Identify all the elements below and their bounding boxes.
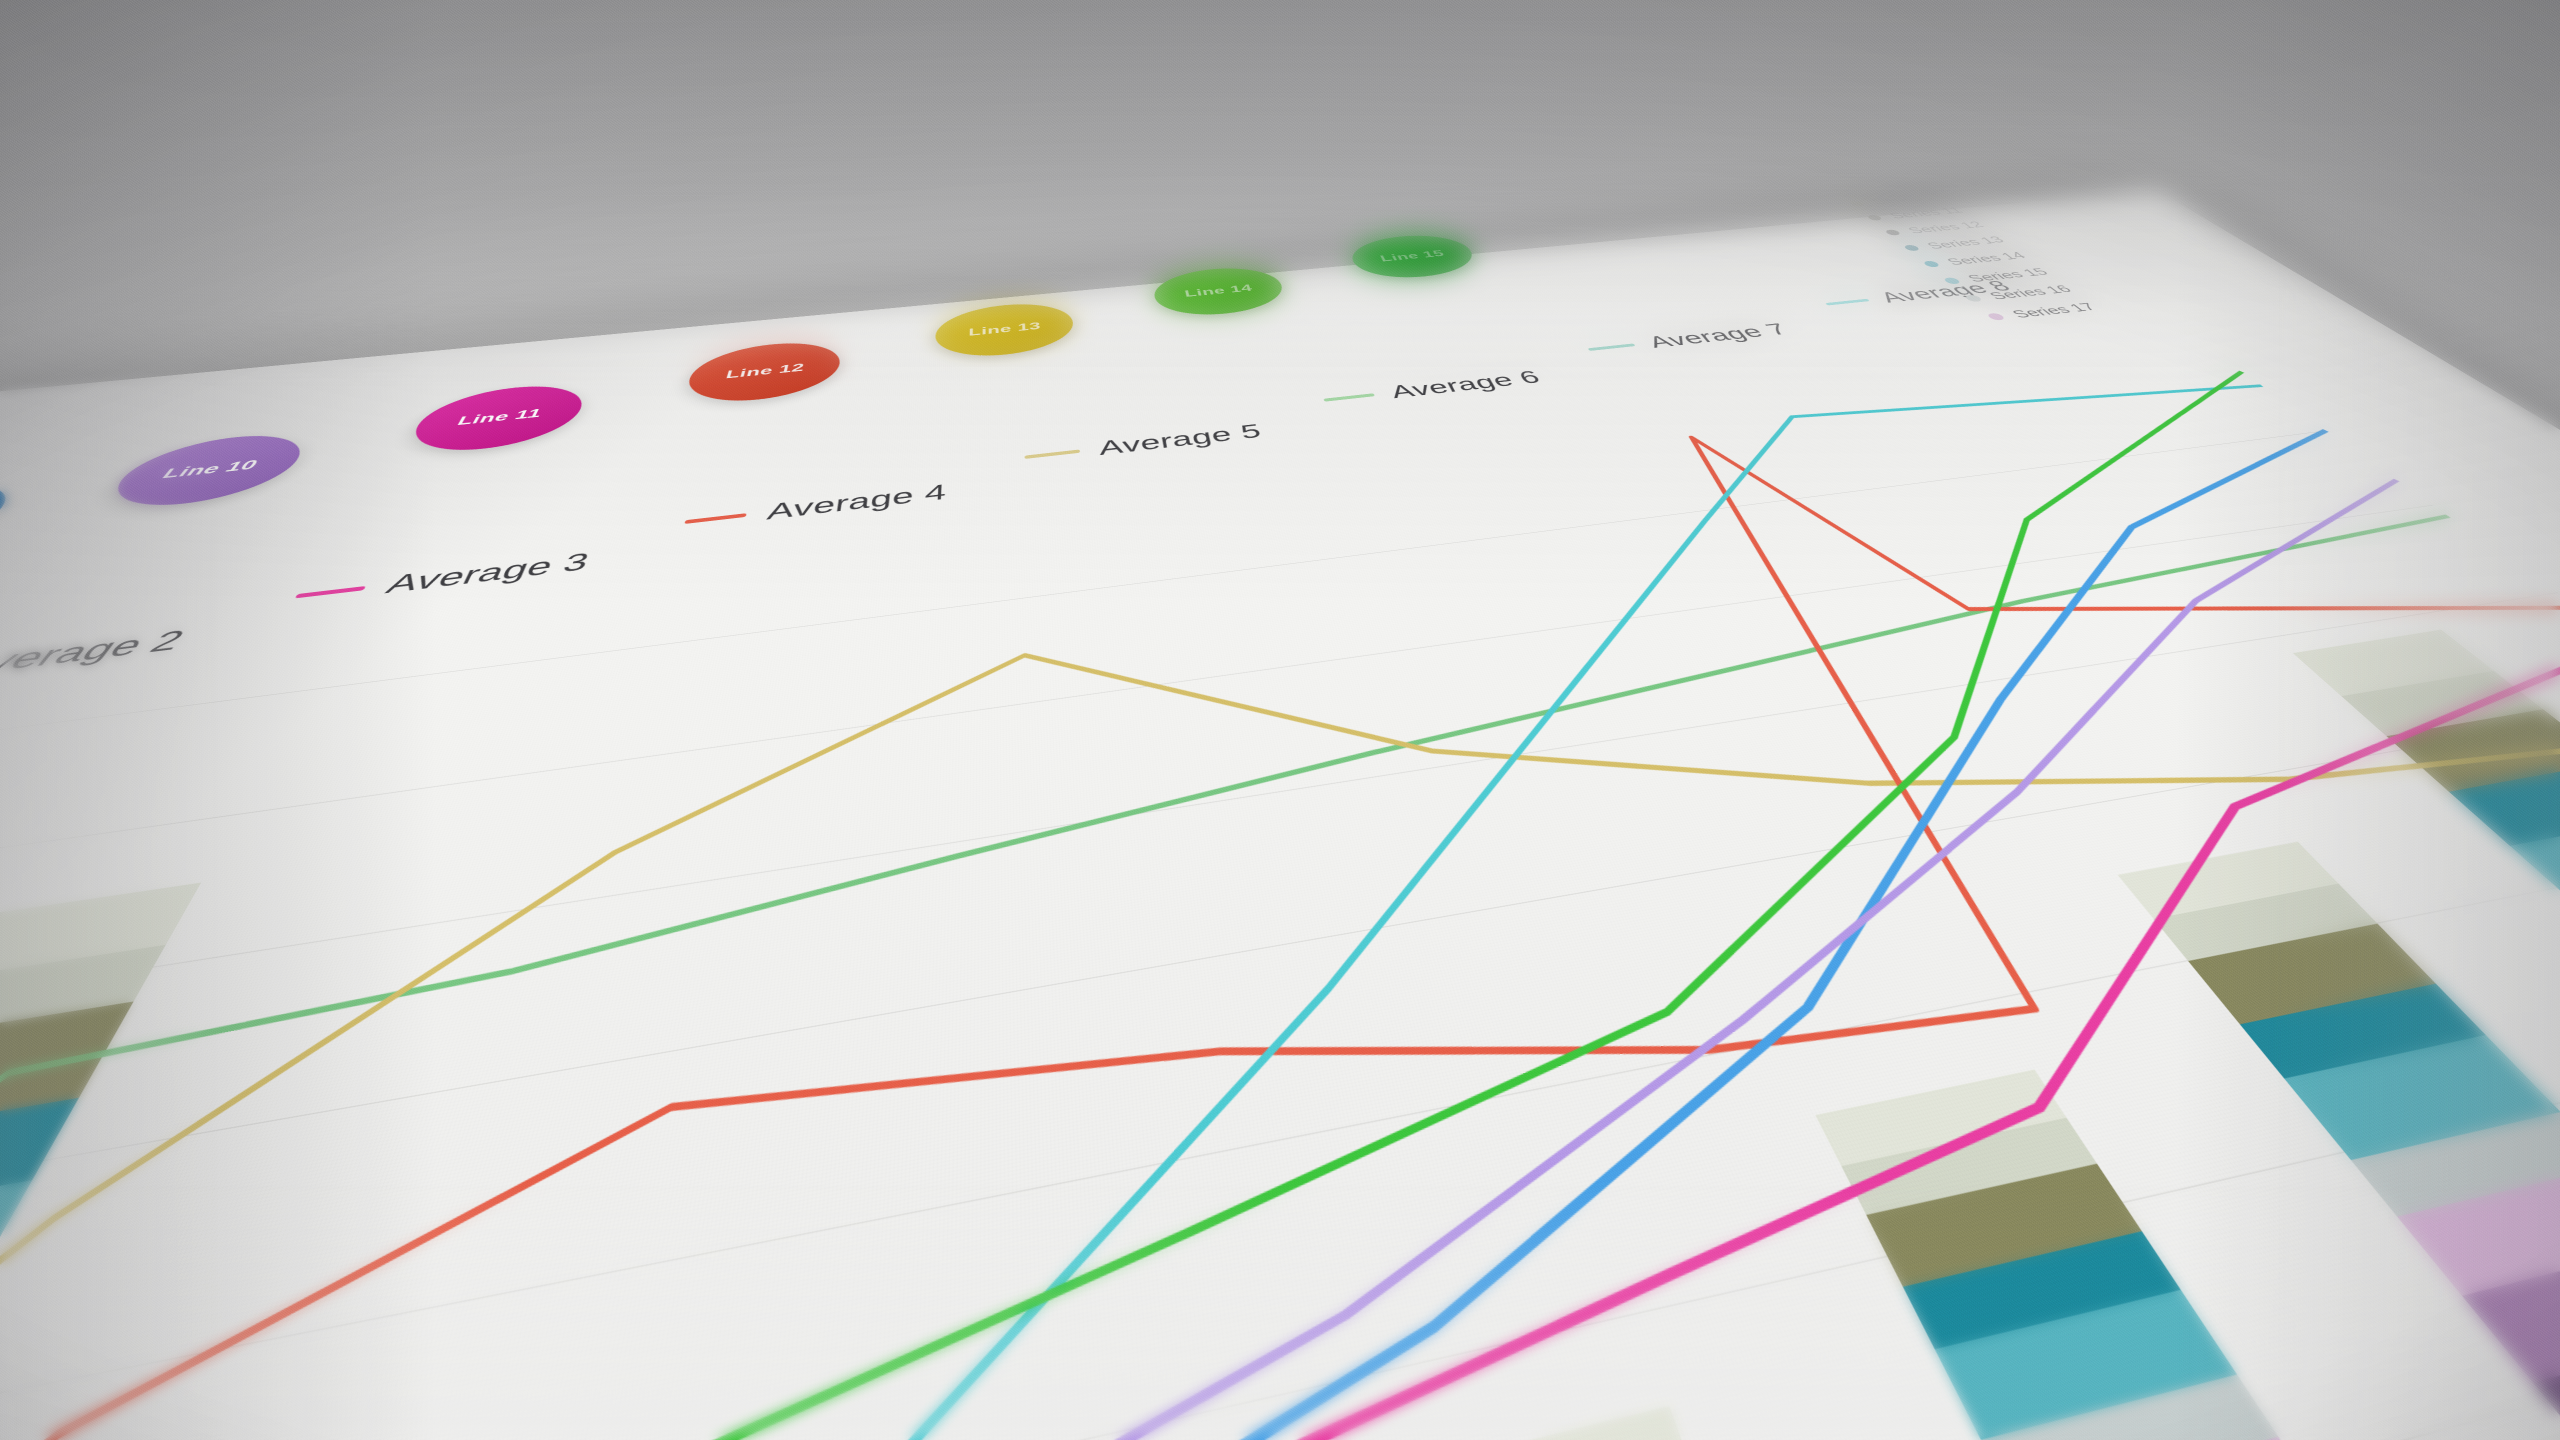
legend-dot-icon	[1848, 200, 1866, 207]
bubble-label: Line 14	[1183, 282, 1254, 299]
line-average-7	[0, 430, 2560, 1440]
bubble-legend-item[interactable]: Line 12	[680, 337, 845, 408]
side-legend-label: Series 17	[2007, 300, 2101, 321]
line-average-5	[0, 471, 2560, 1440]
bubble-legend-item[interactable]: Line 14	[1150, 263, 1290, 320]
line-average-2	[0, 480, 2560, 1440]
legend-swatch-icon	[1323, 393, 1375, 402]
bubble-legend-item[interactable]: Line 9	[0, 476, 32, 567]
bubble-label: Line 11	[454, 406, 545, 428]
bubble-label: Line 10	[158, 456, 263, 482]
bubble-legend-item[interactable]: Line 10	[92, 428, 320, 514]
bubble-legend-item[interactable]: Line 15	[1343, 231, 1484, 283]
chart-plot-area: 2019 2020 2021 2022	[0, 430, 2560, 1440]
legend-dot-icon	[1865, 214, 1884, 221]
bubble-legend-item[interactable]: Line 13	[933, 298, 1076, 362]
bubble-label: Line 13	[968, 320, 1041, 339]
bubble-label: Line 12	[724, 361, 806, 381]
bubble-label: Line 15	[1378, 248, 1447, 264]
bubble-legend-item[interactable]: Line 11	[398, 379, 594, 458]
legend-swatch-icon	[1824, 298, 1870, 306]
printed-report-page: Line 9 Line 10 Line 11 Line 12 Line 13 L…	[0, 190, 2560, 1440]
line-average-6	[0, 516, 2560, 1440]
legend-swatch-icon	[1587, 343, 1636, 351]
